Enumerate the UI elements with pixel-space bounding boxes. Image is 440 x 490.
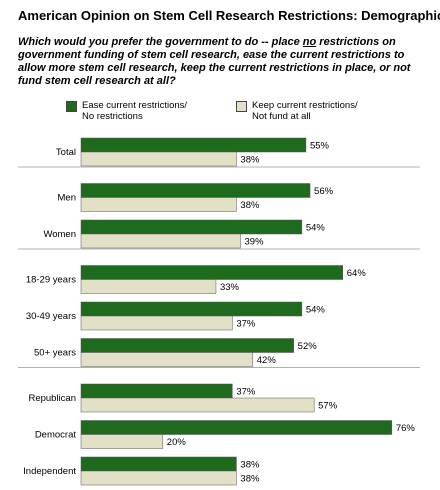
bar-keep-republican [80,397,315,413]
value-label-ease-50-years: 52% [298,341,318,352]
bar-keep-30-49-years [80,315,233,331]
bar-keep-independent [80,470,237,486]
bar-ease-50-years [80,338,294,353]
bar-keep-democrat [80,434,164,449]
category-label-republican: Republican [28,393,76,404]
category-label-total: Total [56,147,76,158]
bar-keep-women [80,233,241,249]
legend-item-keep: Keep current restrictions/ Not fund at a… [236,100,358,122]
value-label-ease-democrat: 76% [396,423,416,434]
legend-swatch-keep [236,101,247,112]
value-label-keep-democrat: 20% [167,437,187,448]
category-label-30-49-years: 30-49 years [26,311,76,322]
category-label-democrat: Democrat [35,430,77,441]
value-label-ease-18-29-years: 64% [347,268,367,279]
question-underlined-word: no [302,36,317,48]
category-label-independent: Independent [23,466,76,477]
question-part-2: restrictions on government funding of st… [18,36,411,87]
bar-keep-men [80,197,237,212]
category-label-women: Women [43,229,76,240]
value-label-keep-50-years: 42% [257,355,277,366]
value-label-ease-men: 56% [314,186,334,197]
value-label-ease-independent: 38% [240,460,260,471]
bar-ease-18-29-years [80,265,344,280]
question-part-1: Which would you prefer the government to… [18,36,303,48]
value-label-keep-18-29-years: 33% [220,282,240,293]
bar-ease-independent [80,456,237,472]
category-label-50-years: 50+ years [34,348,76,359]
bar-ease-democrat [80,420,393,435]
value-label-keep-women: 39% [245,237,265,248]
legend-label-keep: Keep current restrictions/ Not fund at a… [252,100,358,122]
survey-question: Which would you prefer the government to… [18,36,423,88]
bar-keep-total [80,151,237,167]
bar-ease-total [80,137,307,153]
legend-swatch-ease [66,101,77,112]
bar-ease-men [80,183,311,198]
value-label-ease-republican: 37% [236,387,256,398]
legend-item-ease: Ease current restrictions/ No restrictio… [66,100,187,122]
bar-ease-30-49-years [80,301,303,317]
bar-ease-republican [80,383,233,399]
value-label-ease-women: 54% [306,223,326,234]
value-label-ease-30-49-years: 54% [306,305,326,316]
category-label-men: Men [58,193,76,204]
bar-ease-women [80,219,303,235]
bar-keep-50-years [80,352,254,367]
value-label-keep-total: 38% [240,155,260,166]
value-label-ease-total: 55% [310,141,330,152]
value-label-keep-independent: 38% [240,474,260,485]
bar-keep-18-29-years [80,279,217,294]
value-label-keep-30-49-years: 37% [236,319,256,330]
legend-label-ease: Ease current restrictions/ No restrictio… [82,100,188,122]
value-label-keep-men: 38% [240,200,260,211]
category-label-18-29-years: 18-29 years [26,275,76,286]
value-label-keep-republican: 57% [318,401,338,412]
chart-title: American Opinion on Stem Cell Research R… [18,8,440,23]
